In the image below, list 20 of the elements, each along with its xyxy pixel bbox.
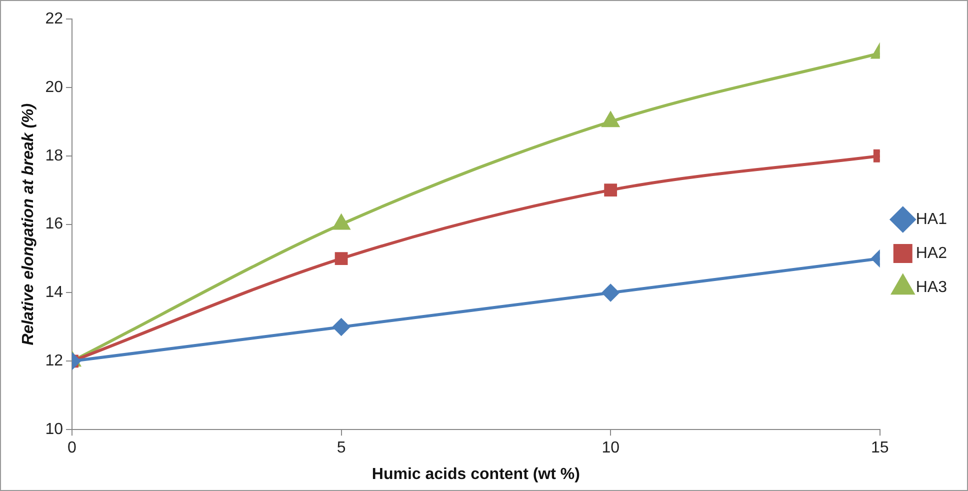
y-tick-label: 20: [45, 78, 64, 96]
legend-label: HA3: [916, 278, 948, 296]
x-tick-label: 15: [870, 440, 889, 457]
point: [604, 184, 618, 197]
y-axis-title: Relative elongation at break (%): [20, 103, 38, 346]
x-tick-label: 5: [336, 440, 346, 457]
x-tick-label: 10: [602, 440, 620, 457]
y-tick-label: 22: [45, 10, 64, 28]
y-tick-label: 14: [45, 284, 64, 302]
point: [332, 214, 350, 230]
x-axis-title: Humic acids content (wt %): [372, 466, 580, 483]
y-tick-label: 16: [45, 216, 64, 233]
y-tick-label: 12: [45, 352, 64, 370]
point: [334, 252, 348, 265]
legend-label: HA2: [916, 244, 948, 262]
y-tick-label: 18: [45, 147, 64, 164]
point: [602, 112, 620, 128]
legend-label: HA1: [916, 210, 948, 228]
y-tick-label: 10: [45, 421, 64, 438]
x-tick-label: 0: [68, 440, 77, 457]
